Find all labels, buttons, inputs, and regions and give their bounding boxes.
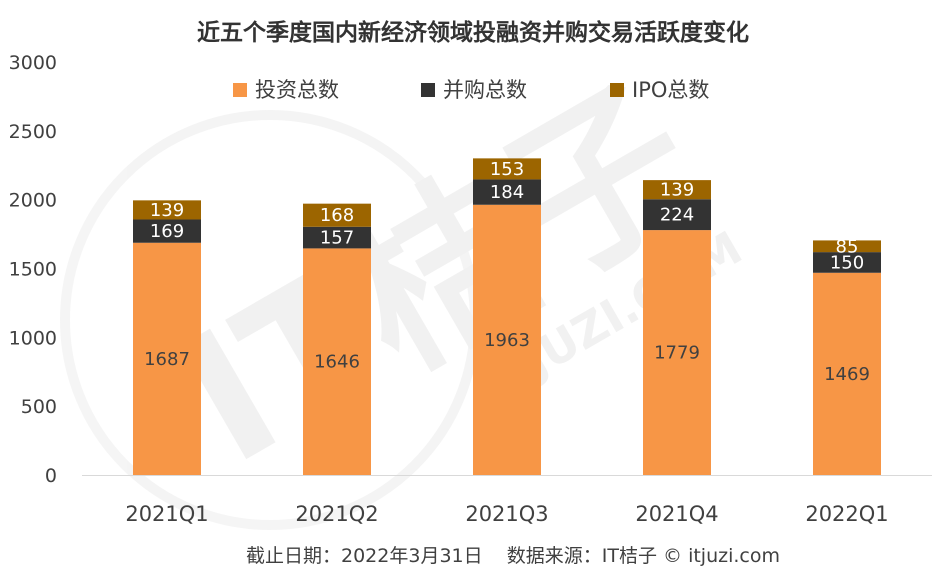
bar-segment bbox=[303, 226, 371, 249]
x-tick-label: 2021Q1 bbox=[125, 502, 208, 526]
bar-segment bbox=[643, 199, 711, 231]
data-label: 150 bbox=[830, 252, 864, 273]
data-label: 1469 bbox=[824, 364, 870, 385]
data-label: 1687 bbox=[144, 349, 190, 370]
bar-segment bbox=[813, 272, 881, 475]
bar-segment bbox=[813, 240, 881, 253]
bar-segment bbox=[813, 252, 881, 273]
legend-swatch bbox=[233, 83, 247, 97]
y-tick-label: 0 bbox=[45, 465, 57, 487]
y-tick-label: 1500 bbox=[9, 259, 57, 281]
bar-segment bbox=[133, 242, 201, 475]
legend-item: IPO总数 bbox=[610, 78, 709, 102]
bar-stack: 1779 224 139 bbox=[643, 180, 711, 475]
bar-segment bbox=[473, 179, 541, 205]
data-label: 139 bbox=[660, 180, 694, 201]
data-label: 157 bbox=[320, 228, 354, 249]
bar-segment bbox=[303, 203, 371, 227]
bars: 1687169139164615716819631841531779224139… bbox=[133, 158, 881, 476]
legend-label: 并购总数 bbox=[443, 78, 527, 102]
y-tick-label: 1000 bbox=[9, 327, 57, 349]
data-label: 139 bbox=[150, 200, 184, 221]
x-tick-label: 2022Q1 bbox=[805, 502, 888, 526]
bar-segment bbox=[133, 200, 201, 220]
y-tick-label: 2000 bbox=[9, 190, 57, 212]
x-axis: 2021Q1 2021Q2 2021Q3 2021Q4 2022Q1 bbox=[125, 502, 888, 526]
data-label: 184 bbox=[490, 182, 524, 203]
y-axis: 0 500 1000 1500 2000 2500 3000 bbox=[9, 52, 57, 487]
legend-label: 投资总数 bbox=[255, 78, 339, 102]
y-tick-label: 500 bbox=[21, 396, 57, 418]
legend-label: IPO总数 bbox=[632, 78, 709, 102]
data-label: 169 bbox=[150, 221, 184, 242]
data-label: 224 bbox=[660, 205, 694, 226]
legend-swatch bbox=[421, 83, 435, 97]
data-label: 1963 bbox=[484, 330, 530, 351]
bar-segment bbox=[303, 248, 371, 475]
data-label: 1779 bbox=[654, 343, 700, 364]
bar-segment bbox=[643, 180, 711, 200]
legend-swatch bbox=[610, 83, 624, 97]
bar-segment bbox=[133, 219, 201, 243]
legend: 投资总数 并购总数 IPO总数 bbox=[233, 78, 709, 102]
footer-source: 截止日期：2022年3月31日 数据来源：IT桔子 © itjuzi.com bbox=[246, 545, 780, 567]
bar-segment bbox=[643, 230, 711, 475]
y-tick-label: 2500 bbox=[9, 121, 57, 143]
legend-item: 并购总数 bbox=[421, 78, 527, 102]
bar-segment bbox=[473, 158, 541, 180]
data-label: 153 bbox=[490, 159, 524, 180]
legend-item: 投资总数 bbox=[233, 78, 339, 102]
chart-title: 近五个季度国内新经济领域投融资并购交易活跃度变化 bbox=[197, 19, 749, 46]
x-tick-label: 2021Q2 bbox=[295, 502, 378, 526]
data-label: 168 bbox=[320, 205, 354, 226]
y-tick-label: 3000 bbox=[9, 52, 57, 74]
x-tick-label: 2021Q3 bbox=[465, 502, 548, 526]
bar-segment bbox=[473, 204, 541, 476]
data-label: 1646 bbox=[314, 352, 360, 373]
x-tick-label: 2021Q4 bbox=[635, 502, 718, 526]
data-label: 85 bbox=[836, 236, 859, 257]
